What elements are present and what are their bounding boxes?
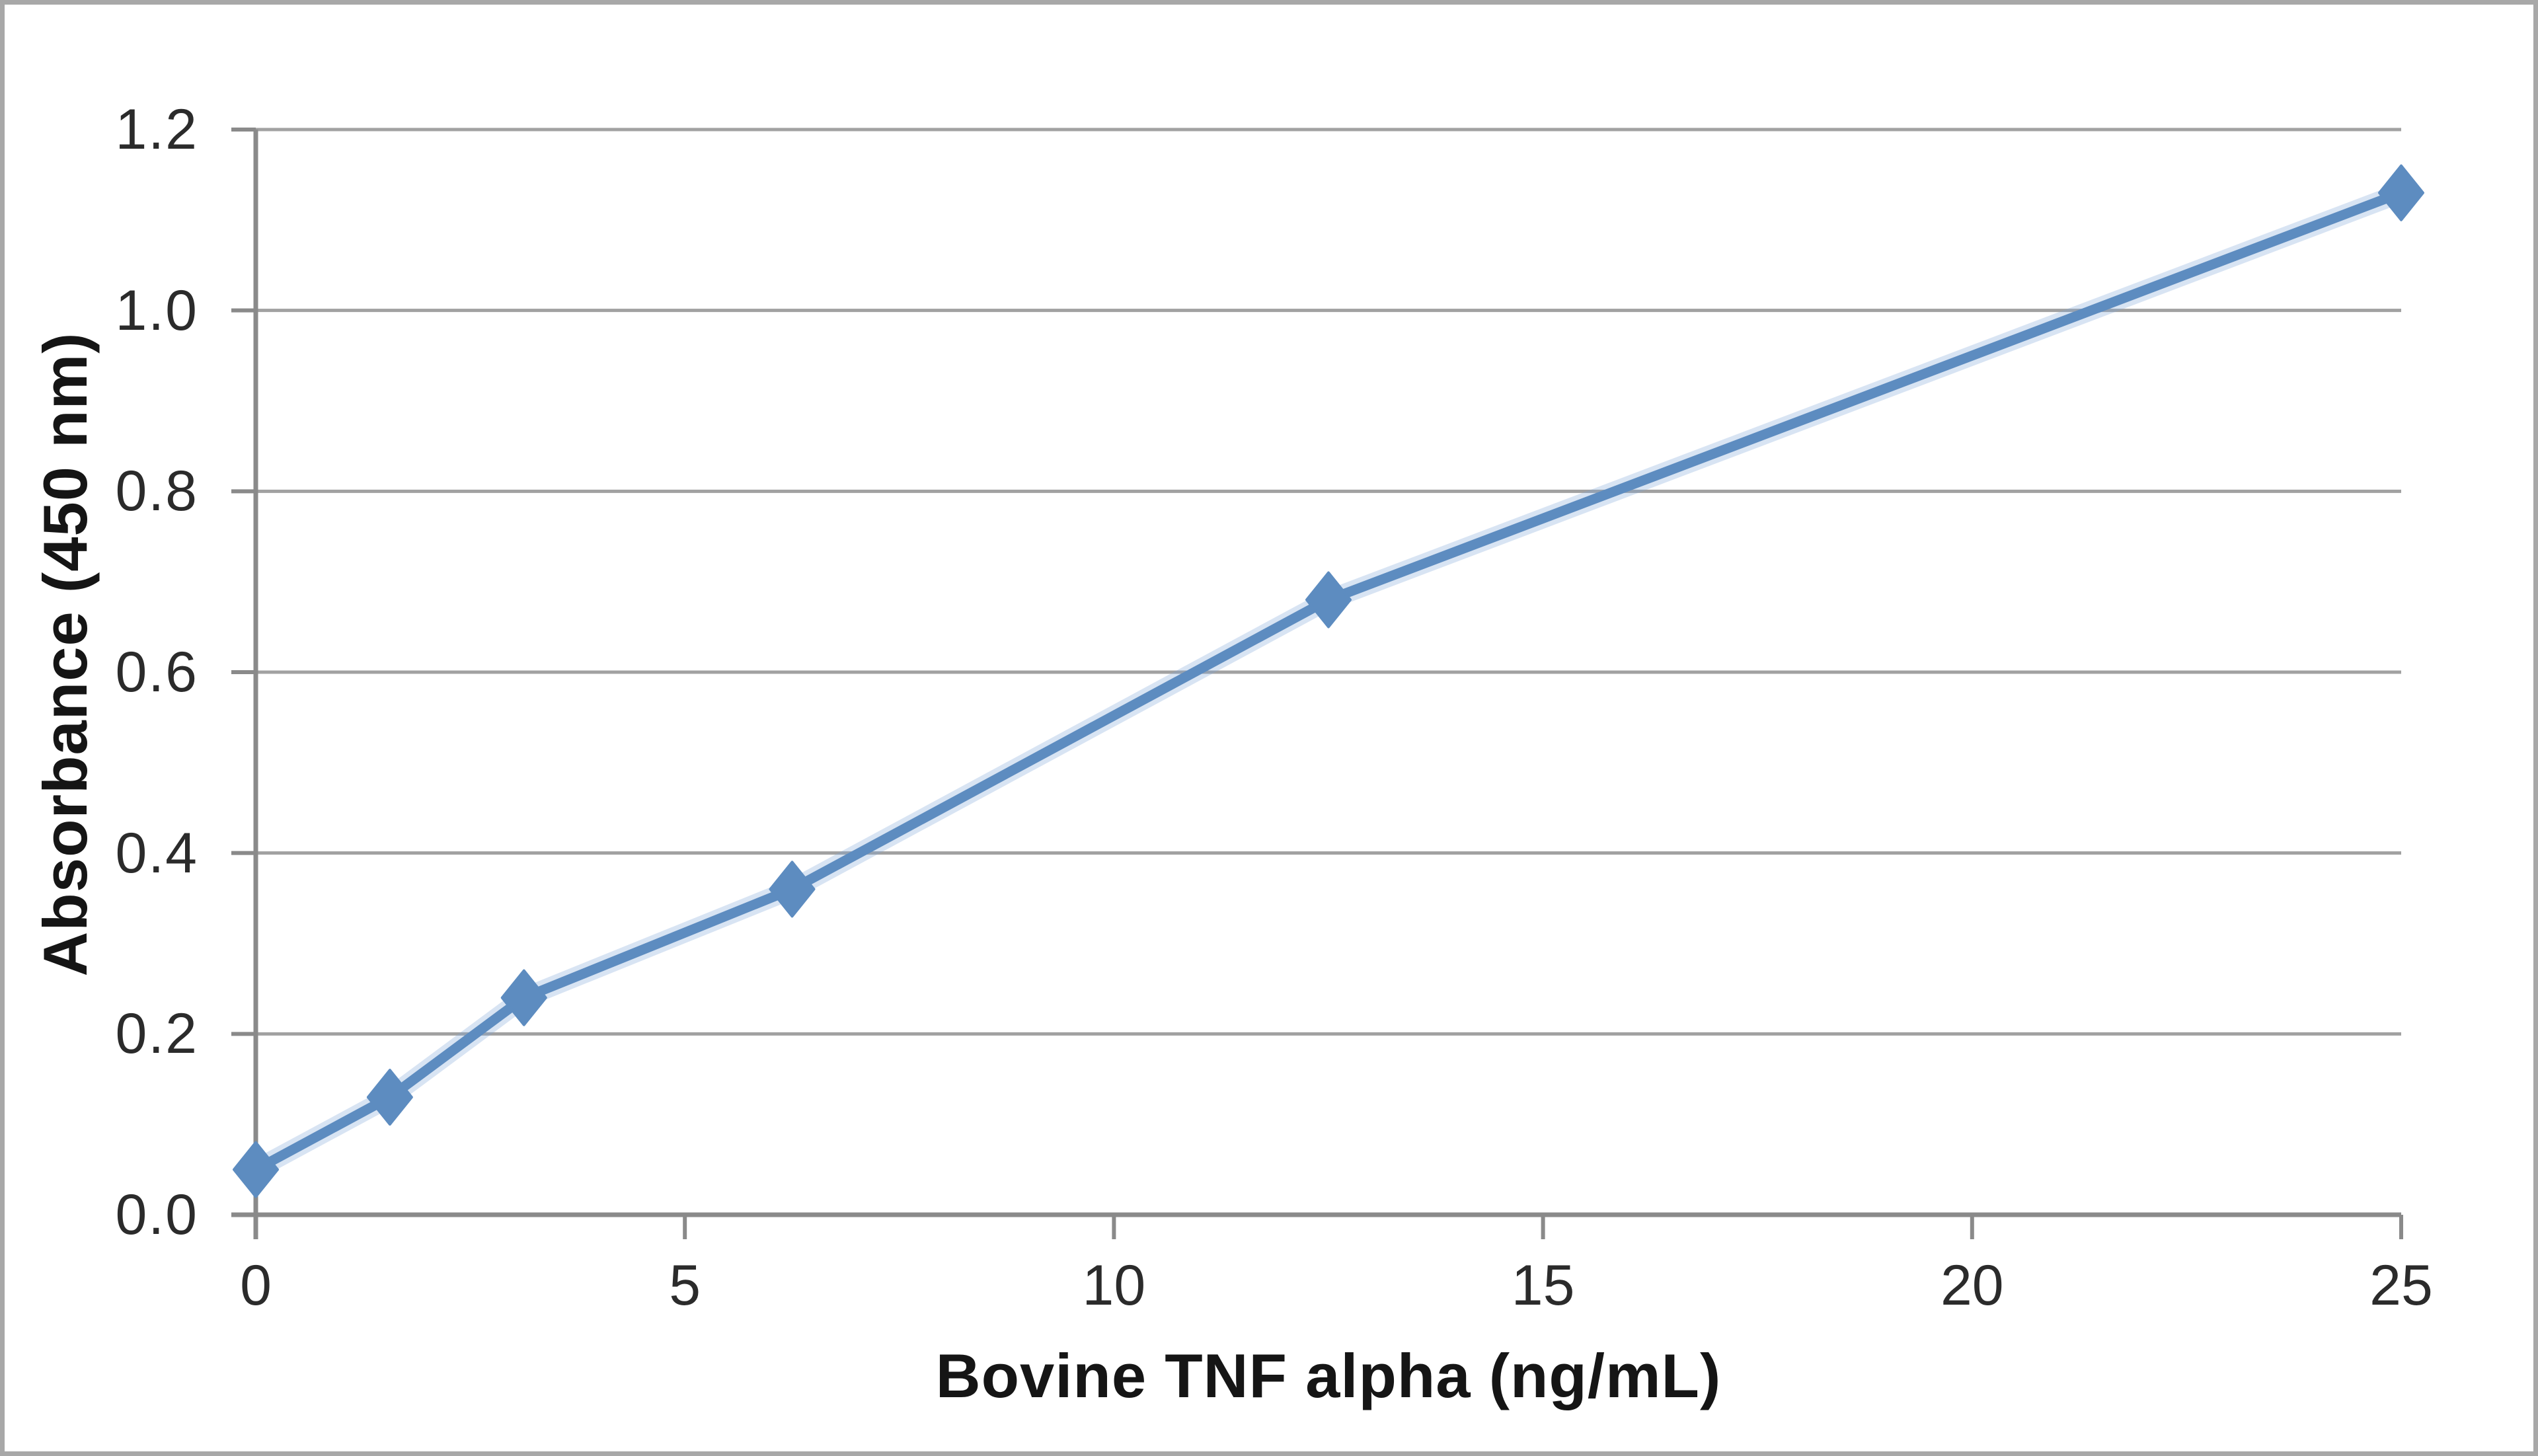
data-point-marker	[500, 969, 547, 1026]
data-point-marker	[366, 1069, 413, 1126]
y-tick-label: 0.0	[115, 1183, 198, 1246]
x-tick-label: 25	[2369, 1254, 2433, 1317]
x-tick-label: 5	[669, 1254, 701, 1317]
x-tick-label: 0	[240, 1254, 272, 1317]
data-point-marker	[769, 861, 816, 918]
x-tick-label: 20	[1940, 1254, 2004, 1317]
y-tick-label: 0.4	[115, 821, 198, 885]
y-tick-label: 0.2	[115, 1002, 198, 1066]
x-tick-label: 15	[1511, 1254, 1575, 1317]
y-tick-label: 0.8	[115, 459, 198, 523]
y-axis-title: Absorbance (450 nm)	[30, 332, 100, 977]
data-point-marker	[2378, 164, 2424, 221]
series-line	[250, 188, 2406, 1175]
data-point-marker	[1305, 571, 1352, 629]
y-tick-label: 1.2	[115, 98, 198, 161]
x-axis-title: Bovine TNF alpha (ng/mL)	[935, 1341, 1722, 1410]
y-tick-label: 0.6	[115, 640, 198, 704]
data-point-marker	[233, 1141, 279, 1198]
x-tick-label: 10	[1082, 1254, 1146, 1317]
y-tick-label: 1.0	[115, 278, 198, 342]
series-line-halo	[246, 182, 2411, 1180]
